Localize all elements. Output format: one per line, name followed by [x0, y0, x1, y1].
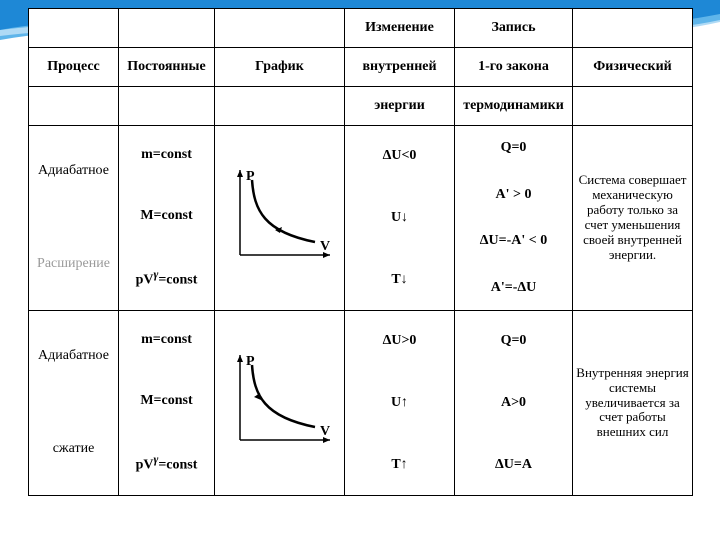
h-r1-c5: Запись [455, 9, 573, 48]
process-line1: Адиабатное [38, 163, 109, 179]
h-r2-c5: 1-го закона [455, 48, 573, 87]
const-l1: m=const [141, 332, 192, 348]
cell-process: Адиабатное Расширение [29, 126, 119, 311]
table-row: Адиабатное сжатие m=const M=const pVγ=co… [29, 311, 693, 496]
law-l2: A>0 [501, 395, 526, 411]
h-r3-c4: энергии [345, 87, 455, 126]
thermo-table-wrap: Изменение Запись Процесс Постоянные Граф… [28, 8, 692, 496]
process-line1: Адиабатное [38, 348, 109, 364]
table-row: Адиабатное Расширение m=const M=const pV… [29, 126, 693, 311]
h-r1-c4: Изменение [345, 9, 455, 48]
law-l3: ΔU=-A' < 0 [480, 233, 548, 249]
svg-text:P: P [246, 169, 255, 184]
process-line2-faded: Расширение [37, 256, 110, 272]
cell-du: ΔU>0 U↑ T↑ [345, 311, 455, 496]
const-l3: pVγ=const [136, 268, 198, 289]
h-r1-c6 [573, 9, 693, 48]
h-r2-c6: Физический [573, 48, 693, 87]
cell-graph: P V [215, 126, 345, 311]
cell-meaning: Внутренняя энергия системы увеличивается… [573, 311, 693, 496]
const-l2: M=const [140, 393, 192, 409]
cell-const: m=const M=const pVγ=const [119, 311, 215, 496]
cell-law: Q=0 A' > 0 ΔU=-A' < 0 A'=-ΔU [455, 126, 573, 311]
table-body: Адиабатное Расширение m=const M=const pV… [29, 126, 693, 496]
du-l1: ΔU<0 [383, 148, 417, 164]
cell-graph: P V [215, 311, 345, 496]
h-r3-c2 [119, 87, 215, 126]
law-l2: A' > 0 [496, 187, 532, 203]
h-r1-c2 [119, 9, 215, 48]
cell-process: Адиабатное сжатие [29, 311, 119, 496]
h-r3-c1 [29, 87, 119, 126]
h-r1-c1 [29, 9, 119, 48]
du-l3: T↑ [391, 457, 407, 473]
process-line2: сжатие [53, 441, 95, 457]
h-r3-c5: термодинамики [455, 87, 573, 126]
du-l2: U↓ [391, 210, 408, 226]
svg-text:P: P [246, 354, 255, 369]
h-r1-c3 [215, 9, 345, 48]
const-l1: m=const [141, 147, 192, 163]
svg-text:V: V [320, 424, 330, 439]
h-r2-c1: Процесс [29, 48, 119, 87]
h-r3-c6 [573, 87, 693, 126]
law-l4: A'=-ΔU [491, 280, 537, 296]
du-l2: U↑ [391, 395, 408, 411]
header-row-1: Изменение Запись [29, 9, 693, 48]
cell-du: ΔU<0 U↓ T↓ [345, 126, 455, 311]
law-l1: Q=0 [501, 140, 527, 156]
cell-meaning: Система совершает механическую работу то… [573, 126, 693, 311]
law-l3: ΔU=A [495, 457, 532, 473]
const-l2: M=const [140, 208, 192, 224]
svg-text:V: V [320, 239, 330, 254]
du-l1: ΔU>0 [383, 333, 417, 349]
const-l3: pVγ=const [136, 453, 198, 474]
h-r2-c2: Постоянные [119, 48, 215, 87]
thermo-table: Изменение Запись Процесс Постоянные Граф… [28, 8, 693, 496]
header-row-3: энергии термодинамики [29, 87, 693, 126]
cell-const: m=const M=const pVγ=const [119, 126, 215, 311]
h-r3-c3 [215, 87, 345, 126]
h-r2-c4: внутренней [345, 48, 455, 87]
h-r2-c3: График [215, 48, 345, 87]
header-row-2: Процесс Постоянные График внутренней 1-г… [29, 48, 693, 87]
du-l3: T↓ [391, 272, 407, 288]
law-l1: Q=0 [501, 333, 527, 349]
cell-law: Q=0 A>0 ΔU=A [455, 311, 573, 496]
